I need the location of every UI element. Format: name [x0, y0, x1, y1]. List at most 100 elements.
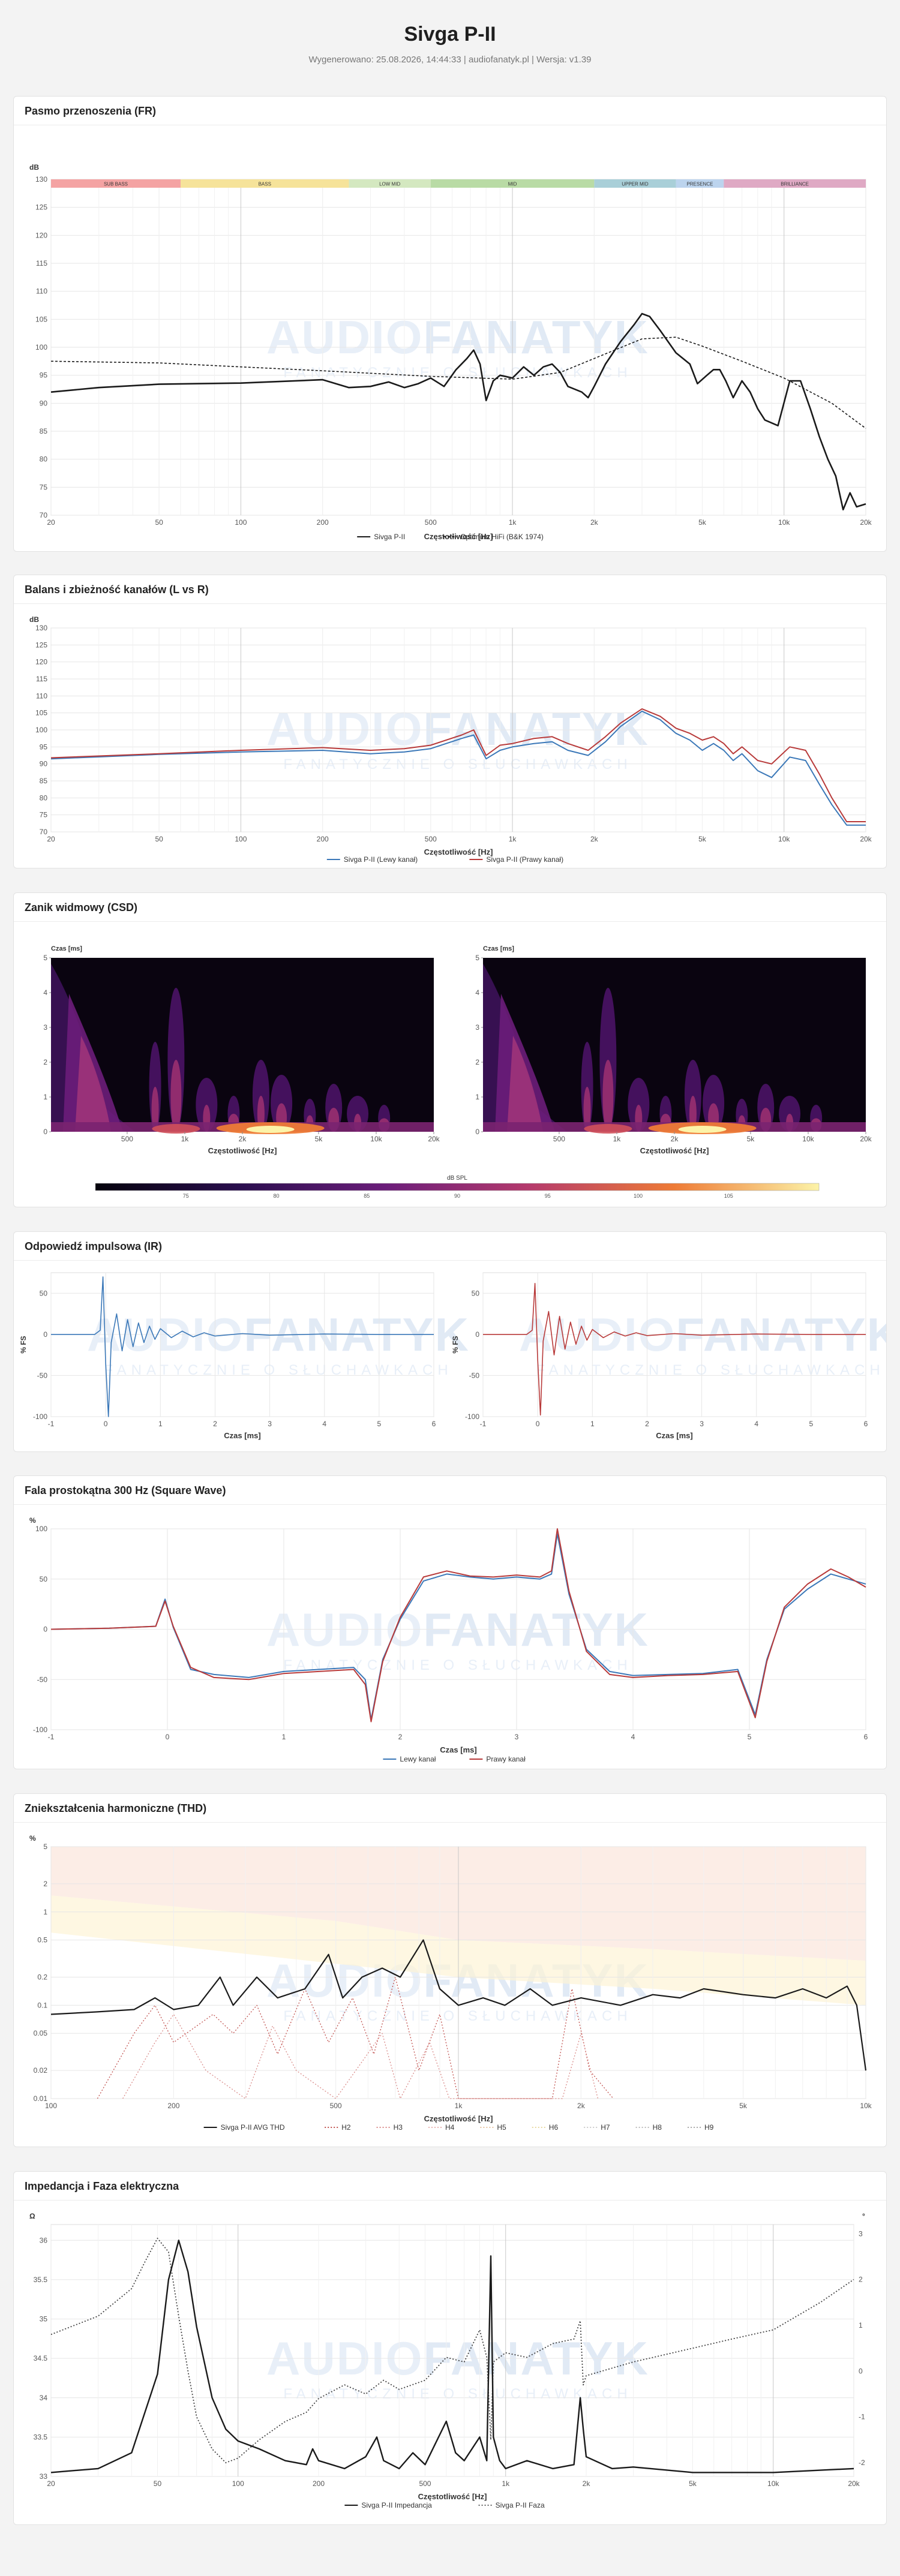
- x-tick-label: 6: [432, 1420, 436, 1428]
- x-tick-label: 200: [317, 518, 329, 527]
- csd-ridge-core: [170, 1060, 182, 1132]
- card-title-ir: Odpowiedź impulsowa (IR): [14, 1232, 886, 1261]
- y-tick-label: 4: [475, 988, 479, 997]
- y-tick-label: 4: [43, 988, 47, 997]
- x-tick-label: 200: [167, 2102, 179, 2110]
- y-axis-label: %: [29, 1516, 36, 1525]
- x-tick-label: 10k: [860, 2102, 872, 2110]
- x-tick-label: 5k: [698, 835, 707, 843]
- x-tick-label: 1k: [509, 835, 517, 843]
- legend-label: H8: [653, 2123, 662, 2132]
- y-tick-label: 0: [43, 1625, 47, 1634]
- y-tick-label: 0: [43, 1128, 47, 1136]
- csd-ridge-core: [583, 1087, 591, 1132]
- y-tick-label: 105: [35, 315, 47, 323]
- legend: Lewy kanał Prawy kanał: [383, 1755, 526, 1763]
- y-tick-label: 70: [40, 511, 48, 519]
- x-tick-label: 1k: [613, 1135, 622, 1143]
- x-axis-label: Częstotliwość [Hz]: [640, 1146, 709, 1155]
- y-tick-label: -100: [33, 1726, 47, 1734]
- y-tick-label: 5: [475, 954, 479, 962]
- x-tick-label: 1: [158, 1420, 163, 1428]
- csd-heat: [51, 964, 434, 1134]
- x-tick-label: 50: [154, 2479, 162, 2488]
- y-tick-label: 120: [35, 231, 47, 239]
- y-tick-label: 35: [40, 2315, 48, 2323]
- y-tick-label: 1: [43, 1908, 47, 1916]
- x-tick-label: 2k: [577, 2102, 586, 2110]
- page-title: Sivga P-II: [404, 23, 496, 46]
- legend-label: Lewy kanał: [400, 1755, 436, 1763]
- card-title-fr: Pasmo przenoszenia (FR): [14, 97, 886, 125]
- x-tick-label: 4: [631, 1733, 635, 1741]
- legend-label: Sivga P-II Faza: [496, 2501, 545, 2509]
- y-axis-label: % FS: [451, 1336, 460, 1353]
- frequency-band-label: BASS: [259, 182, 271, 187]
- y-tick-label: 75: [40, 483, 48, 491]
- x-tick-label: 5k: [698, 518, 707, 527]
- frequency-band-label: BRILLIANCE: [781, 182, 809, 187]
- y-tick-label: 3: [475, 1023, 479, 1032]
- colorbar-tick-label: 105: [724, 1193, 733, 1199]
- legend-label: H4: [445, 2123, 455, 2132]
- ir-series-1: [483, 1283, 866, 1416]
- csd-panel-bg: [483, 958, 866, 1132]
- x-tick-label: 3: [515, 1733, 519, 1741]
- x-tick-label: 5k: [739, 2102, 748, 2110]
- watermark-tagline: FANATYCZNIE O SŁUCHAWKACH: [283, 365, 632, 381]
- x-tick-label: 100: [45, 2102, 57, 2110]
- y-axis-label: %: [29, 1834, 36, 1842]
- x-tick-label: 2: [398, 1733, 403, 1741]
- y-tick-label: 100: [35, 343, 47, 351]
- x-tick-label: 2k: [671, 1135, 679, 1143]
- x-tick-label: 6: [864, 1420, 868, 1428]
- ir-series-0: [51, 1276, 434, 1417]
- y-right-tick-label: -1: [859, 2413, 865, 2421]
- frequency-band: [594, 179, 676, 188]
- y-tick-label: -50: [469, 1371, 480, 1379]
- y-tick-label: 80: [40, 793, 48, 802]
- frequency-band-label: UPPER MID: [622, 182, 649, 187]
- x-tick-label: 0: [104, 1420, 108, 1428]
- x-tick-label: 20: [47, 518, 55, 527]
- legend-label: H3: [394, 2123, 403, 2132]
- card-title-csd: Zanik widmowy (CSD): [14, 893, 886, 922]
- y-tick-label: 125: [35, 203, 47, 212]
- x-tick-label: 5: [377, 1420, 382, 1428]
- x-tick-label: 100: [232, 2479, 244, 2488]
- x-tick-label: 2k: [590, 518, 599, 527]
- phase-series: [50, 2238, 854, 2463]
- x-tick-label: 5k: [747, 1135, 755, 1143]
- y-tick-label: 34: [40, 2394, 48, 2402]
- x-tick-label: 2k: [239, 1135, 247, 1143]
- card-impulse-response: Odpowiedź impulsowa (IR) AUDIOFANATYK FAN…: [13, 1231, 887, 1452]
- y-tick-label: 115: [36, 259, 47, 267]
- y-axis-label: Czas [ms]: [51, 945, 82, 952]
- watermark-tagline: FANATYCZNIE O SŁUCHAWKACH: [536, 1362, 884, 1378]
- y-tick-label: -100: [33, 1412, 47, 1421]
- legend-label: Sivga P-II: [374, 533, 405, 541]
- csd-hot: [152, 1124, 200, 1134]
- x-tick-label: 500: [419, 2479, 431, 2488]
- csd-region: [507, 1036, 543, 1132]
- watermark-tagline: FANATYCZNIE O SŁUCHAWKACH: [283, 756, 632, 773]
- x-tick-label: 2k: [583, 2479, 591, 2488]
- x-tick-label: 0: [536, 1420, 540, 1428]
- y-tick-label: 0: [43, 1330, 47, 1339]
- colorbar-tick-label: 85: [364, 1193, 370, 1199]
- y-right-tick-label: -2: [859, 2458, 865, 2467]
- y-tick-label: 70: [40, 828, 48, 836]
- x-tick-label: -1: [48, 1733, 55, 1741]
- y-tick-label: 50: [40, 1575, 48, 1583]
- watermark-tagline: FANATYCZNIE O SŁUCHAWKACH: [283, 2386, 632, 2402]
- x-tick-label: 1: [282, 1733, 286, 1741]
- chart-frequency-response: AUDIOFANATYK FANATYCZNIE O SŁUCHAWKACH dB 7…: [29, 163, 872, 541]
- y-tick-label: -100: [465, 1412, 479, 1421]
- axes: 70 75 80 85 90 95 100 105 110 115 120 125 130 20 50 100…: [35, 175, 872, 527]
- watermark-tagline: FANATYCZNIE O SŁUCHAWKACH: [283, 2008, 632, 2024]
